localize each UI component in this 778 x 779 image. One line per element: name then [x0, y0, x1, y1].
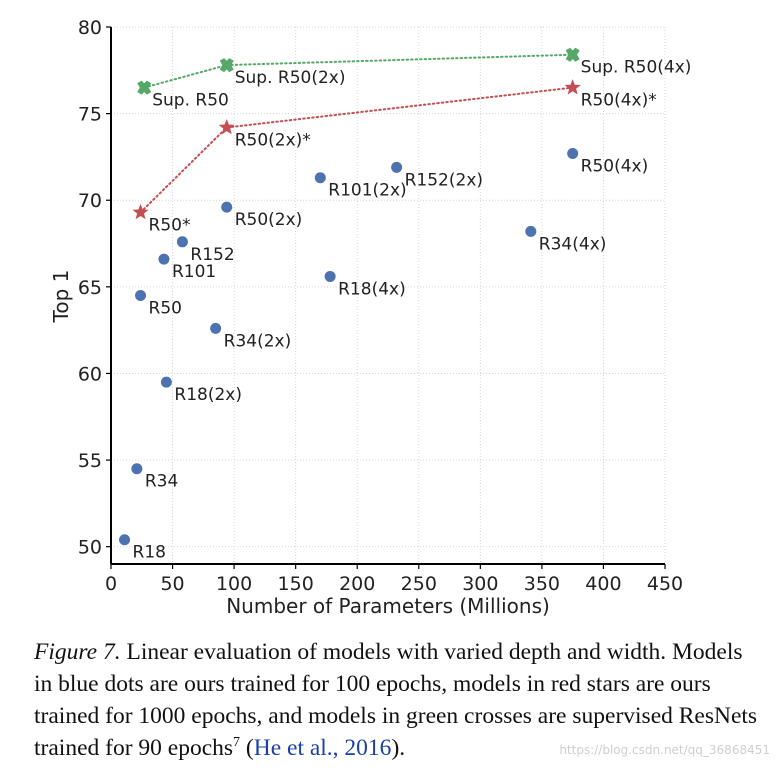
point-label: R101(2x) [328, 181, 406, 201]
point-label: Sup. R50(2x) [235, 68, 346, 88]
x-tick-label: 200 [339, 573, 375, 595]
y-tick-label: 80 [78, 17, 102, 39]
figure-caption: Figure 7. Linear evaluation of models wi… [34, 636, 764, 764]
x-tick-label: 250 [401, 573, 437, 595]
series-connector-line [143, 53, 574, 89]
x-tick-label: 350 [524, 573, 560, 595]
data-point-dot [135, 290, 147, 301]
x-tick-label: 0 [105, 573, 117, 595]
point-label: Sup. R50 [152, 91, 229, 111]
point-label: R50 [149, 299, 182, 319]
point-label: R18 [133, 543, 166, 563]
data-point-dot [391, 161, 403, 173]
data-point-dot [525, 225, 537, 237]
x-tick-label: 100 [216, 573, 252, 595]
point-label: R34(2x) [224, 331, 292, 351]
data-point-star [218, 118, 235, 135]
data-point-cross [565, 47, 580, 62]
data-point-dot [314, 172, 326, 184]
point-label: R50(4x) [581, 156, 649, 176]
data-point-star [564, 79, 581, 95]
x-axis-label: Number of Parameters (Millions) [226, 594, 550, 618]
point-label: R50(2x)* [235, 130, 311, 150]
data-point-dot [221, 201, 233, 213]
data-point-dot [158, 253, 170, 265]
x-tick-label: 50 [160, 573, 184, 595]
footnote-mark: 7 [233, 735, 241, 751]
point-label: R101 [172, 262, 216, 282]
citation-link[interactable]: He et al., 2016 [253, 735, 392, 761]
y-tick-label: 75 [78, 104, 102, 126]
y-tick-label: 65 [78, 277, 102, 299]
y-tick-label: 70 [78, 190, 102, 212]
x-tick-label: 150 [278, 573, 314, 595]
data-point-star [132, 203, 149, 220]
point-label: Sup. R50(4x) [581, 58, 692, 78]
x-tick-label: 450 [647, 573, 683, 595]
point-label: R34(4x) [539, 234, 607, 254]
axes: 0 50 100 150 200 250 300 350 400 4505055606570758… [78, 17, 683, 595]
data-point-dot [567, 147, 579, 159]
x-tick-label: 400 [585, 573, 621, 595]
data-point-dot [210, 322, 222, 334]
y-tick-label: 60 [78, 363, 102, 385]
y-tick-label: 55 [78, 450, 102, 472]
data-point-dot [131, 463, 143, 475]
data-points [119, 47, 581, 546]
point-label: R50(4x)* [581, 91, 657, 111]
grid [110, 26, 666, 564]
x-tick-label: 300 [462, 573, 498, 595]
y-tick-label: 50 [78, 537, 102, 559]
point-label: R50* [149, 215, 191, 235]
data-point-cross [137, 80, 152, 95]
citation-open: ( [240, 735, 254, 761]
watermark: https://blog.csdn.net/qq_36868451 [559, 743, 770, 757]
point-label: R18(2x) [174, 385, 242, 405]
point-label: R152(2x) [405, 170, 483, 190]
data-point-dot [160, 376, 172, 388]
caption-text: Linear evaluation of models with varied … [34, 639, 758, 761]
point-label: R34 [145, 472, 178, 492]
point-label: R50(2x) [235, 210, 303, 230]
figure-label: Figure 7. [34, 639, 121, 665]
data-point-cross [219, 58, 234, 73]
citation-close: ). [391, 735, 406, 761]
data-point-dot [324, 270, 336, 282]
data-point-dot [176, 236, 188, 248]
y-axis-label: Top 1 [49, 270, 73, 324]
point-label: R18(4x) [338, 279, 406, 299]
point-label: R152 [190, 245, 234, 265]
data-point-dot [119, 534, 131, 546]
